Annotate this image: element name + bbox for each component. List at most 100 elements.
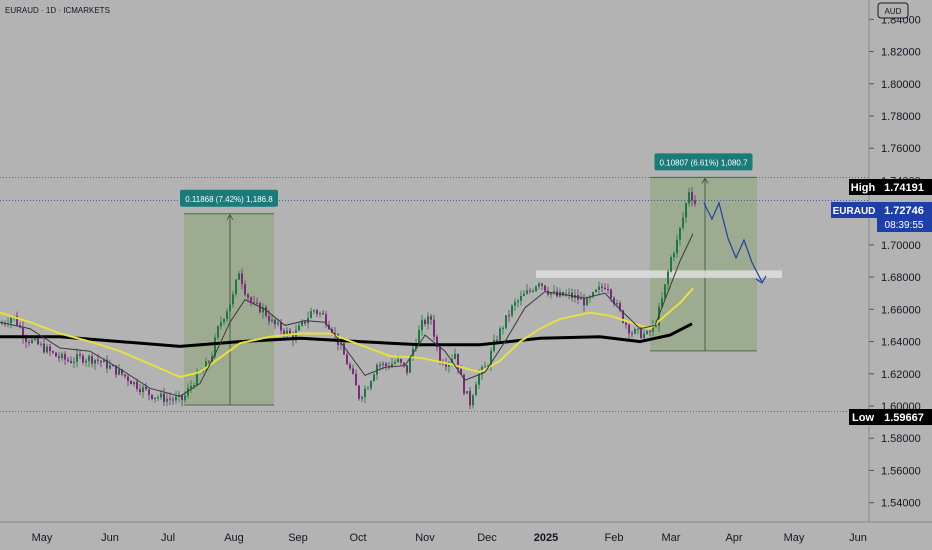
candle-body [91, 356, 93, 364]
time-tick-label: Nov [415, 532, 435, 544]
candle-body [532, 290, 534, 292]
candle-body [655, 325, 657, 327]
candle-body [292, 333, 294, 341]
candle-body [580, 298, 582, 300]
candle-body [595, 289, 597, 293]
price-tick-label: 1.54000 [881, 498, 921, 510]
price-tick-label: 1.64000 [881, 337, 921, 349]
candle-body [415, 343, 417, 349]
candle-body [631, 333, 633, 335]
candle-body [118, 369, 120, 375]
candle-body [172, 399, 174, 401]
price-tick-label: 1.66000 [881, 304, 921, 316]
candle-body [370, 381, 372, 389]
time-tick-label: Aug [224, 532, 244, 544]
price-tick-label: 1.58000 [881, 433, 921, 445]
candle-body [121, 369, 123, 375]
candle-body [1, 323, 3, 325]
candle-body [289, 330, 291, 334]
candle-body [445, 364, 447, 367]
time-tick-label: Apr [725, 532, 742, 544]
candle-body [238, 273, 240, 280]
candle-body [490, 351, 492, 367]
candle-body [583, 298, 585, 306]
time-tick-label: Feb [605, 532, 624, 544]
candle-body [619, 303, 621, 311]
candle-body [430, 316, 432, 320]
candle-body [322, 313, 324, 315]
resistance-zone [536, 270, 782, 278]
time-tick-label: Jun [101, 532, 119, 544]
candle-body [367, 388, 369, 390]
candle-body [259, 303, 261, 313]
candle-body [70, 360, 72, 363]
candle-body [262, 307, 264, 313]
candle-body [439, 347, 441, 363]
candle-body [208, 361, 210, 363]
candle-body [436, 336, 438, 348]
candle-body [637, 328, 639, 330]
candle-body [493, 340, 495, 352]
candle-body [133, 381, 135, 385]
time-tick-label: Dec [477, 532, 497, 544]
candle-body [268, 315, 270, 322]
time-tick-label: Sep [288, 532, 308, 544]
candle-body [643, 333, 645, 339]
candle-body [670, 257, 672, 272]
candle-body [622, 310, 624, 323]
candle-body [496, 340, 498, 342]
candle-body [427, 316, 429, 325]
currency-badge[interactable]: AUD [877, 2, 909, 19]
candle-body [346, 354, 348, 365]
symbol-title: EURAUD · 1D · ICMARKETS [5, 6, 110, 15]
projection-arrowhead [755, 275, 767, 284]
time-axis-ticks[interactable]: May Jun Jul Aug Sep Oct Nov Dec 2025 Feb Mar Apr May… [32, 532, 867, 544]
candle-body [43, 343, 45, 353]
measure-label-bg [654, 153, 753, 171]
candle-body [265, 307, 267, 316]
candle-body [340, 343, 342, 345]
candle-body [694, 200, 696, 204]
candle-body [508, 315, 510, 317]
candle-body [154, 397, 156, 400]
candle-body [418, 329, 420, 344]
candle-body [115, 365, 117, 375]
candle-body [124, 374, 126, 377]
candle-body [379, 364, 381, 366]
time-tick-label: Jun [849, 532, 867, 544]
price-axis[interactable] [869, 0, 932, 522]
candle-body [52, 351, 54, 353]
candle-body [181, 394, 183, 401]
candle-body [460, 369, 462, 375]
candle-body [397, 359, 399, 362]
candle-body [613, 298, 615, 305]
candle-body [241, 273, 243, 284]
candle-body [586, 298, 588, 306]
price-tick-label: 1.80000 [881, 79, 921, 91]
high-label: High [851, 182, 876, 194]
candle-body [385, 363, 387, 366]
moving-average-line [0, 233, 694, 397]
candle-body [61, 353, 63, 359]
price-tick-label: 1.76000 [881, 143, 921, 155]
time-tick-label: 2025 [534, 532, 558, 544]
candle-body [676, 239, 678, 254]
measure-arrowhead [226, 214, 234, 220]
candle-body [571, 292, 573, 298]
candle-body [466, 391, 468, 394]
candle-body [652, 325, 654, 332]
candle-body [406, 365, 408, 373]
candle-body [640, 328, 642, 339]
candle-body [373, 374, 375, 382]
candle-body [73, 361, 75, 363]
high-badge: High 1.74191 [849, 179, 932, 195]
time-tick-label: Oct [349, 532, 366, 544]
candle-body [433, 319, 435, 337]
candle-body [10, 317, 12, 324]
candle-body [214, 337, 216, 357]
measure-box [650, 177, 757, 351]
candle-body [610, 289, 612, 299]
time-tick-label: May [784, 532, 805, 544]
candle-body [568, 292, 570, 294]
